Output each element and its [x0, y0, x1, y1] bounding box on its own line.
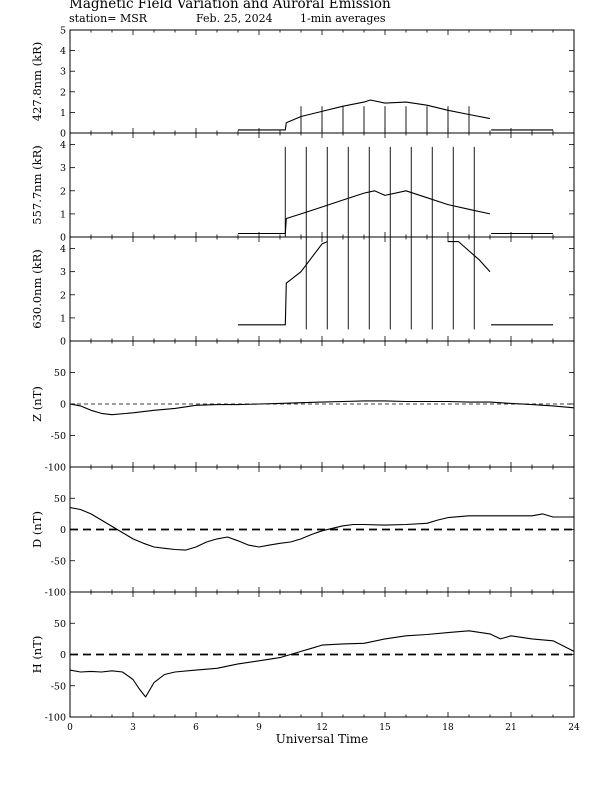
panel-4: -100 -50 0 50 Z (nT)	[30, 340, 575, 474]
y-axis-label: 557.7nm (kR)	[30, 145, 44, 225]
x-tick-label: 24	[568, 723, 580, 733]
averaging-label: 1-min averages	[300, 12, 386, 25]
panel-5: -100 -50 0 50 D (nT)	[30, 466, 575, 599]
y-tick-label: 1	[60, 313, 66, 324]
x-tick-label: 9	[256, 723, 262, 733]
series-line-1	[69, 630, 575, 698]
y-tick-label: 50	[54, 494, 66, 505]
y-tick-label: 50	[54, 368, 66, 379]
x-tick-label: 21	[505, 723, 516, 733]
station-label: station= MSR	[69, 12, 148, 25]
y-tick-label: -100	[45, 588, 66, 599]
series-line-1	[238, 241, 328, 326]
x-tick-label: 15	[379, 723, 391, 733]
y-tick-label: 3	[60, 67, 66, 78]
panel-2: 0 1 2 3 4 557.7nm (kR)	[30, 132, 575, 244]
x-axis-label: Universal Time	[276, 732, 369, 746]
y-axis-label: Z (nT)	[30, 386, 44, 422]
y-tick-label: 3	[60, 267, 66, 278]
y-tick-label: -100	[45, 463, 66, 474]
y-axis-label: D (nT)	[30, 511, 44, 548]
y-tick-label: 0	[60, 233, 66, 244]
y-tick-label: -100	[45, 713, 66, 724]
y-tick-label: 1	[60, 209, 66, 220]
y-tick-label: 0	[60, 650, 66, 661]
y-tick-label: -50	[51, 556, 66, 567]
y-axis-label: 427.8nm (kR)	[30, 42, 44, 122]
y-tick-label: 50	[54, 619, 66, 630]
x-tick-label: 3	[130, 723, 136, 733]
x-tick-label: 18	[442, 723, 454, 733]
y-tick-label: -50	[51, 681, 66, 692]
y-tick-label: 4	[60, 244, 66, 255]
y-tick-label: 4	[60, 46, 66, 57]
panel-1: 0 1 2 3 4 5 427.8nm (kR)	[30, 26, 575, 140]
y-tick-label: -50	[51, 431, 66, 442]
y-tick-label: 5	[60, 26, 66, 37]
y-tick-label: 3	[60, 163, 66, 174]
series-line-1	[69, 507, 574, 551]
x-tick-label: 12	[316, 723, 327, 733]
y-tick-label: 2	[60, 186, 66, 197]
x-tick-label: 0	[67, 723, 73, 733]
y-tick-label: 0	[60, 337, 66, 348]
y-tick-label: 2	[60, 87, 66, 98]
y-tick-label: 0	[60, 400, 66, 411]
panel-frame	[69, 236, 575, 342]
y-tick-label: 0	[60, 129, 66, 140]
date-label: Feb. 25, 2024	[196, 12, 273, 25]
series-line-1	[238, 190, 491, 235]
y-tick-label: 0	[60, 525, 66, 536]
panel-6: -100 -50 0 50 H (nT) 0 3 6 9 12 15 18 21 24 Universal …	[30, 591, 580, 746]
y-tick-label: 4	[60, 140, 66, 151]
panel-3: 0 1 2 3 4 630.0nm (kR)	[30, 236, 575, 348]
y-tick-label: 2	[60, 290, 66, 301]
x-tick-label: 6	[193, 723, 199, 733]
y-tick-label: 1	[60, 108, 66, 119]
series-line-2	[448, 241, 491, 273]
y-axis-label: 630.0nm (kR)	[30, 249, 44, 329]
y-axis-label: H (nT)	[30, 636, 44, 674]
chart-title: Magnetic Field Variation and Auroral Emi…	[69, 0, 391, 12]
series-line-1	[238, 99, 491, 131]
panel-frame	[69, 132, 575, 238]
series-line-1	[69, 400, 575, 416]
